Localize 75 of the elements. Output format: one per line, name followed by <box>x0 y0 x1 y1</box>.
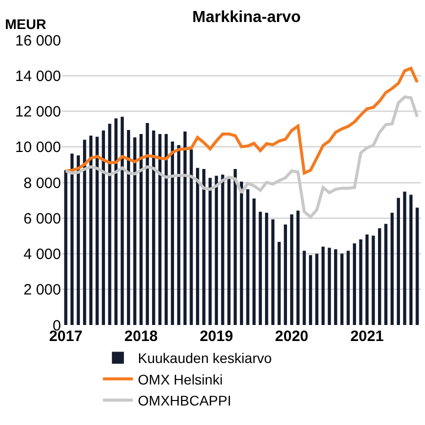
bar <box>89 136 92 325</box>
bar <box>352 243 356 325</box>
bar <box>278 242 281 325</box>
bar <box>372 236 375 325</box>
bar <box>120 116 124 325</box>
bar <box>183 132 187 325</box>
y-tick-label: 10 000 <box>15 139 61 156</box>
bar <box>271 219 274 325</box>
bar <box>284 224 287 325</box>
bar <box>322 246 325 325</box>
bar <box>258 212 262 325</box>
bar <box>359 239 362 325</box>
bar <box>102 130 105 325</box>
bar <box>114 118 118 325</box>
bar <box>83 140 86 325</box>
bar <box>214 176 218 325</box>
legend-label: OMX Helsinki <box>138 371 223 388</box>
bar <box>403 192 406 325</box>
bar <box>365 234 369 325</box>
bar <box>240 182 244 325</box>
bar <box>334 249 338 325</box>
bar <box>221 174 224 325</box>
x-tick-label: 2019 <box>200 328 234 345</box>
bar <box>384 224 388 325</box>
bar <box>164 134 168 325</box>
y-tick-label: 6 000 <box>23 210 61 228</box>
bar <box>246 189 250 325</box>
bar <box>96 136 99 325</box>
y-tick-label: 16 000 <box>15 32 61 50</box>
bar <box>290 214 294 325</box>
bar <box>302 250 306 325</box>
bar <box>177 145 180 325</box>
bar <box>140 134 143 325</box>
bar <box>146 123 149 325</box>
y-tick-label: 2 000 <box>23 282 61 299</box>
bar <box>64 170 68 325</box>
y-axis-title: MEUR <box>5 16 46 32</box>
bar <box>208 178 212 325</box>
bar <box>190 150 193 325</box>
chart-title: Markkina-arvo <box>192 8 301 26</box>
bar <box>202 168 206 325</box>
bar <box>76 155 80 325</box>
bar <box>296 210 300 325</box>
bar <box>390 212 394 325</box>
bar <box>252 198 256 325</box>
bar <box>409 194 413 325</box>
y-tick-label: 8 000 <box>23 174 61 192</box>
bar <box>265 212 268 325</box>
bar <box>70 154 74 325</box>
x-tick-label: 2018 <box>124 328 158 345</box>
y-tick-label: 4 000 <box>23 246 61 263</box>
bar <box>152 130 156 325</box>
bar <box>196 168 200 325</box>
line-series <box>64 96 419 218</box>
bar <box>108 124 112 325</box>
x-tick-label: 2021 <box>350 328 384 345</box>
bar <box>126 130 130 325</box>
bar <box>416 208 419 325</box>
x-tick-label: 2020 <box>275 328 308 345</box>
legend-label: OMXHBCAPPI <box>138 392 232 409</box>
bar <box>346 250 350 325</box>
bar <box>328 248 331 325</box>
bar <box>158 134 162 325</box>
bar <box>396 198 400 325</box>
bar <box>315 254 318 325</box>
bar <box>378 228 382 325</box>
bar <box>133 137 136 325</box>
y-tick-label: 14 000 <box>15 68 61 85</box>
bar <box>340 254 344 325</box>
bar <box>234 168 237 325</box>
bar <box>170 142 174 325</box>
legend-label: Kuukauden keskiarvo <box>138 350 272 366</box>
y-tick-label: 12 000 <box>15 104 61 120</box>
bar <box>308 255 312 325</box>
line-series <box>64 66 419 175</box>
